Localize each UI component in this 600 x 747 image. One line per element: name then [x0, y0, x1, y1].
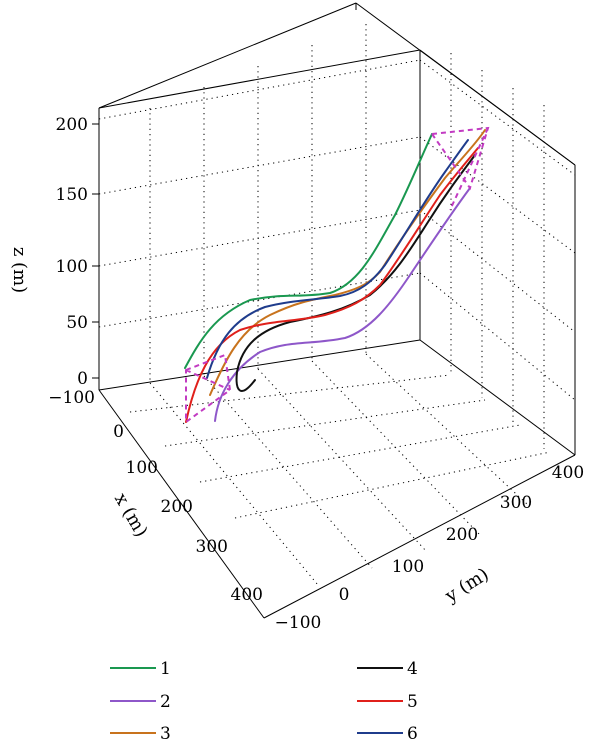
- z-tick-label: 50: [66, 313, 88, 333]
- x-tick-label: 0: [113, 422, 124, 442]
- x-tick-label: 100: [126, 458, 158, 478]
- trajectory-series-3: [209, 129, 486, 396]
- trajectory-series-2: [214, 187, 471, 422]
- z-tick-label: 150: [56, 185, 88, 205]
- y-tick-label: −100: [275, 613, 322, 633]
- x-tick-label: 300: [196, 537, 228, 557]
- y-axis-label: y (m): [441, 564, 493, 607]
- axes-box: [98, 2, 576, 619]
- legend-label: 5: [407, 692, 418, 712]
- x-tick-label: 400: [231, 585, 263, 605]
- trajectory-series-1: [184, 133, 433, 369]
- y-tick-label: 100: [392, 557, 424, 577]
- y-tick-label: 400: [552, 463, 584, 483]
- z-tick-label: 200: [56, 115, 88, 135]
- y-tick-label: 300: [500, 493, 532, 513]
- z-tick-labels: 0 50 100 150 200: [56, 115, 99, 389]
- z-axis-label: z (m): [9, 247, 30, 293]
- z-tick-label: 0: [77, 369, 88, 389]
- x-tick-label: 200: [161, 497, 193, 517]
- formation-start: [185, 353, 232, 424]
- legend: 1 2 3 4 5 6: [110, 659, 418, 744]
- legend-label: 3: [160, 724, 171, 744]
- formation-outline: [185, 126, 490, 424]
- trajectory-lines: [184, 129, 486, 423]
- y-tick-label: 200: [446, 525, 478, 545]
- trajectory-series-4: [235, 154, 476, 393]
- formation-end: [431, 126, 490, 211]
- grid-lines: [98, 24, 576, 586]
- trajectory-series-5: [185, 147, 479, 423]
- trajectory-series-6: [206, 139, 469, 379]
- y-tick-label: 0: [339, 585, 350, 605]
- legend-label: 2: [160, 692, 171, 712]
- x-tick-label: −100: [48, 388, 95, 408]
- legend-label: 6: [407, 724, 418, 744]
- z-tick-label: 100: [56, 257, 88, 277]
- x-axis-label: x (m): [110, 490, 152, 541]
- legend-label: 4: [407, 659, 418, 679]
- legend-label: 1: [160, 659, 171, 679]
- y-tick-labels: −100 0 100 200 300 400: [275, 463, 585, 633]
